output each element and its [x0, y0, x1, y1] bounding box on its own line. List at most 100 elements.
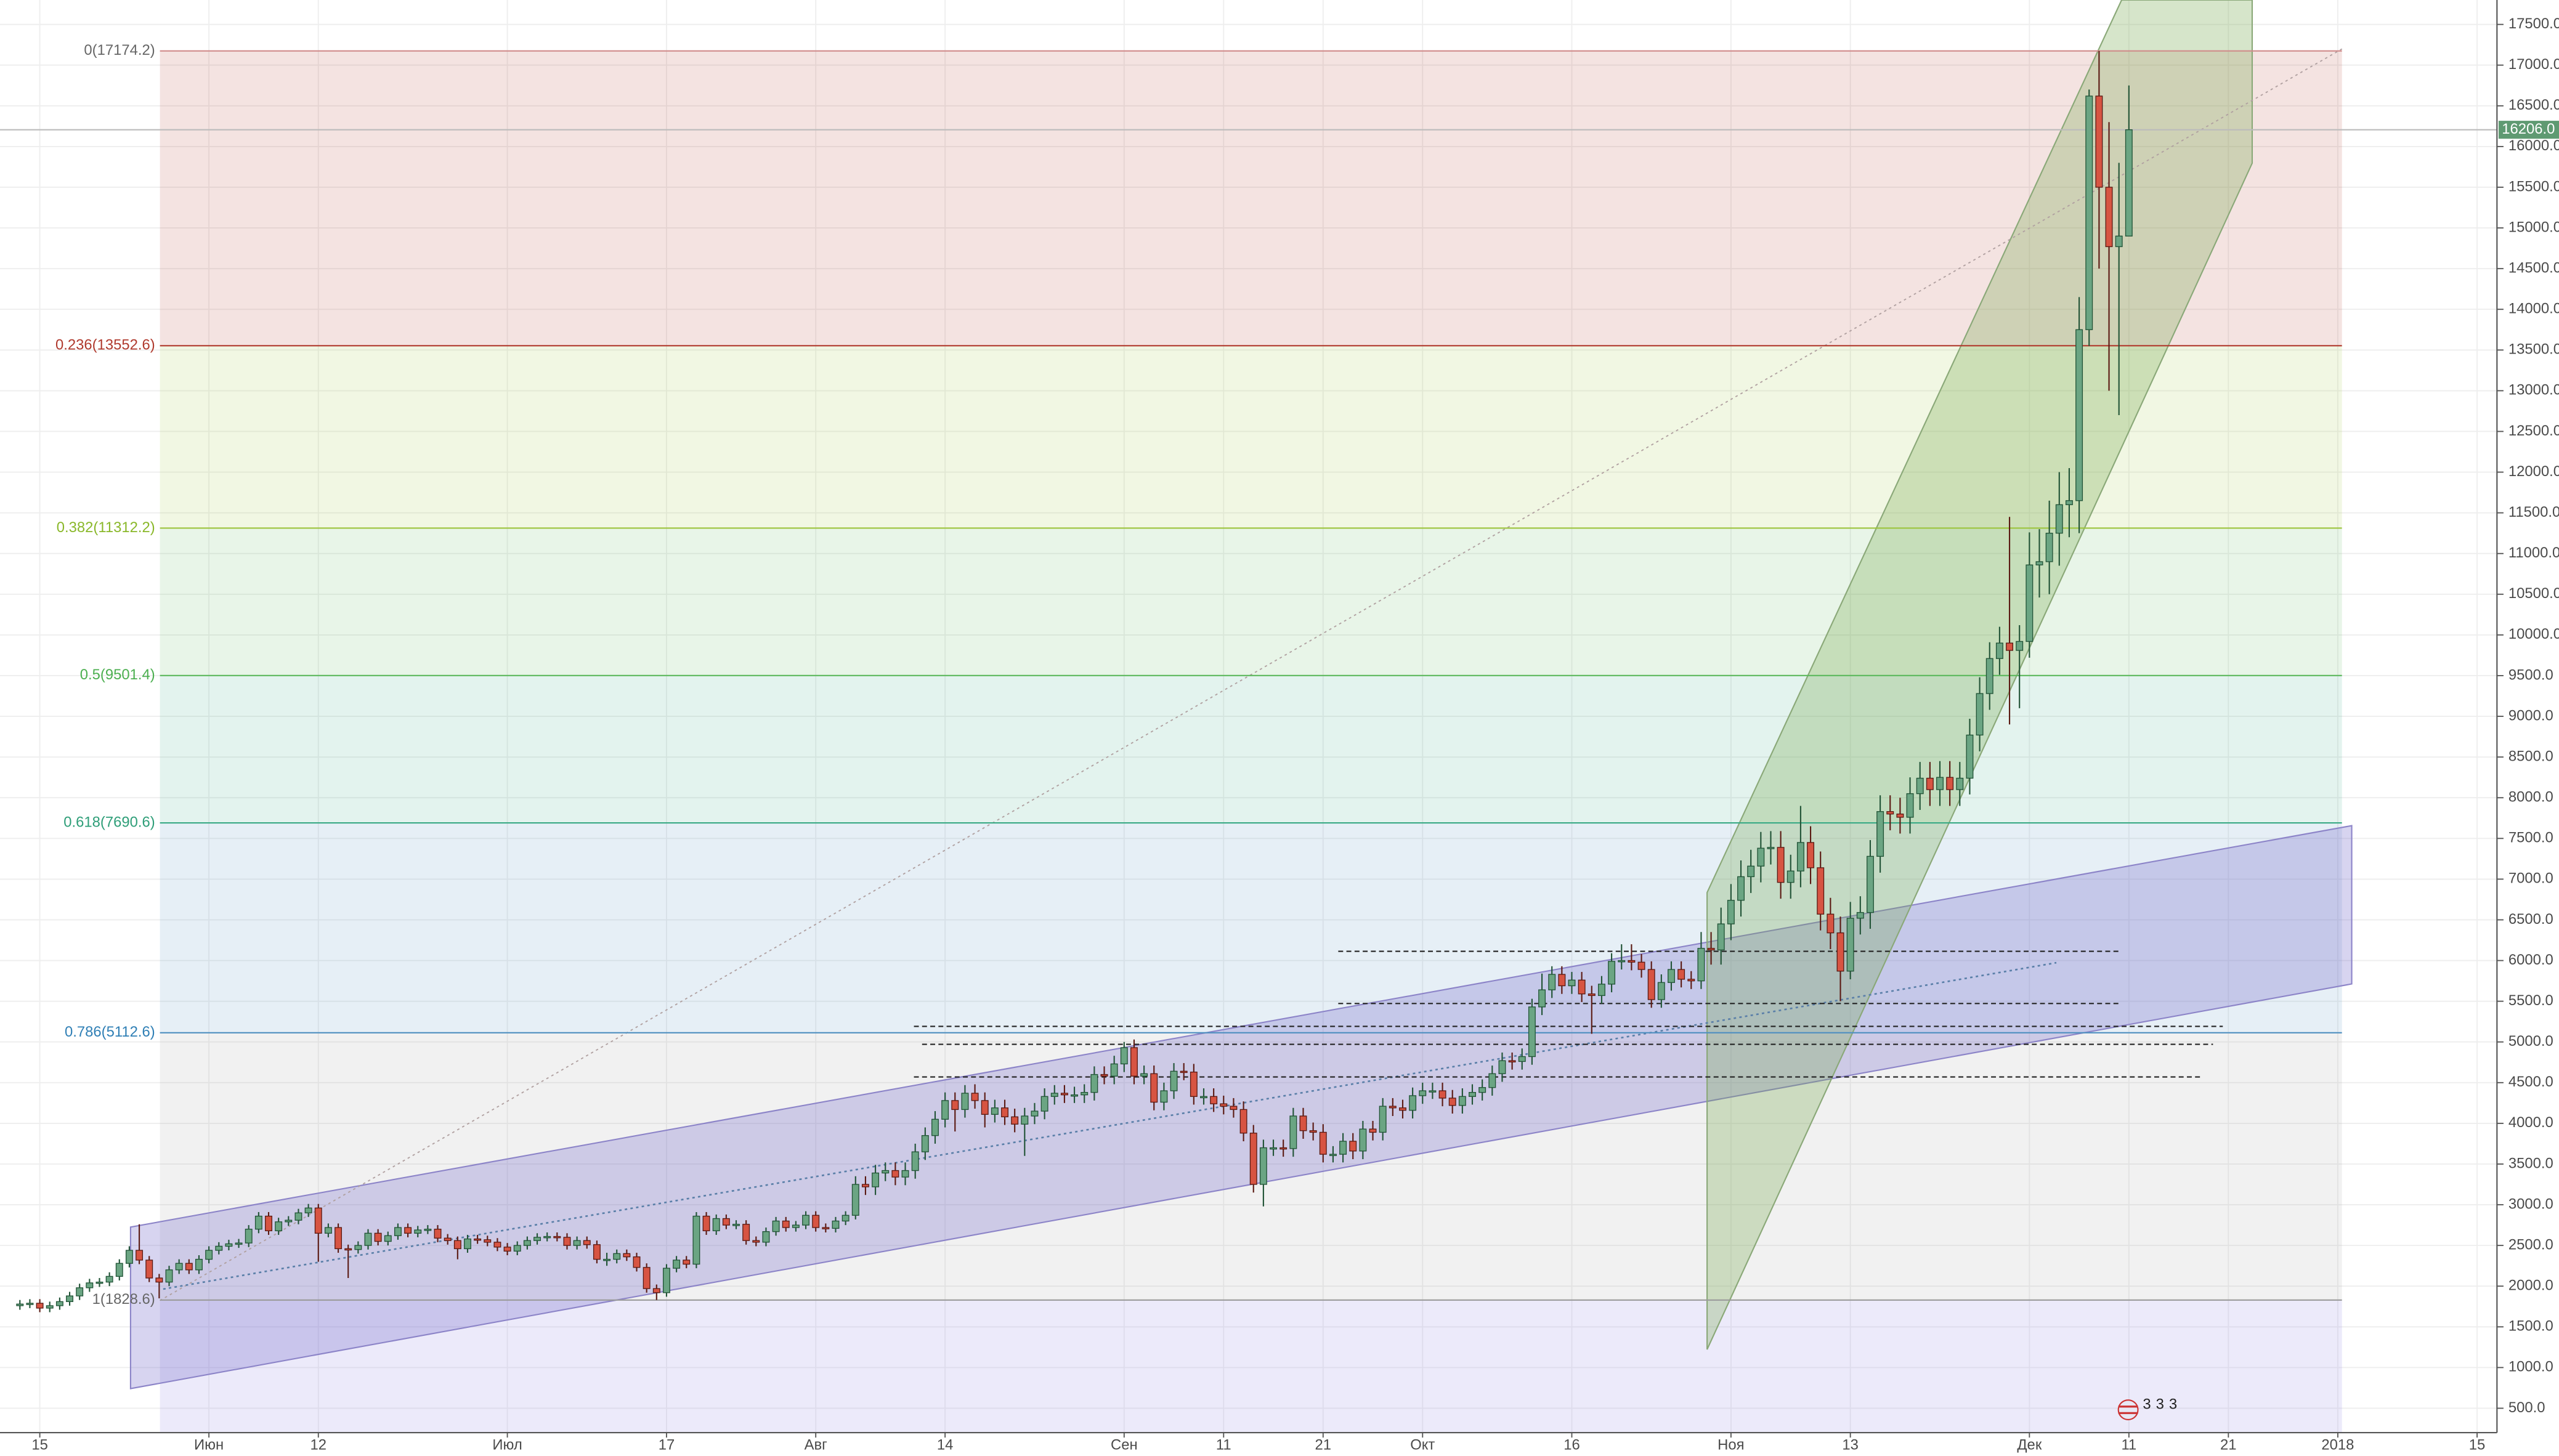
y-tick-label: 16500.0: [2508, 97, 2559, 113]
candle-body: [802, 1215, 810, 1226]
candle-body: [1647, 969, 1655, 1000]
x-tick-label: Дек: [2017, 1437, 2042, 1454]
candle-body: [304, 1207, 312, 1213]
y-tick-label: 5000.0: [2508, 1033, 2553, 1050]
candle-body: [692, 1215, 700, 1265]
candle-body: [683, 1260, 691, 1265]
candle-body: [1538, 989, 1546, 1008]
candle-body: [2026, 564, 2034, 642]
candle-body: [424, 1229, 432, 1231]
candle-body: [1657, 982, 1665, 1000]
event-flag[interactable]: [2117, 1399, 2139, 1420]
fib-label: 0.236(13552.6): [55, 337, 155, 354]
candle-body: [2055, 504, 2063, 534]
growth-channel: [1706, 0, 2253, 1350]
candle-body: [324, 1227, 332, 1234]
y-tick-label: 2500.0: [2508, 1236, 2553, 1253]
candle-body: [573, 1240, 581, 1246]
y-tick-label: 9000.0: [2508, 707, 2553, 724]
candle-body: [1597, 984, 1605, 997]
candle-body: [882, 1170, 890, 1174]
candle-body: [1021, 1115, 1029, 1125]
candle-body: [901, 1170, 909, 1178]
y-tick-label: 7500.0: [2508, 830, 2553, 846]
candle-body: [1429, 1090, 1437, 1093]
candle-body: [851, 1184, 859, 1216]
candle-body: [1299, 1115, 1307, 1131]
candle-body: [2045, 533, 2053, 562]
candle-body: [1130, 1047, 1138, 1077]
candle-body: [1916, 777, 1924, 795]
fib-label: 0.382(11312.2): [57, 519, 155, 536]
candle-body: [1697, 948, 1705, 982]
candle-body: [872, 1172, 880, 1187]
candle-body: [812, 1215, 820, 1228]
candle-body: [66, 1295, 74, 1302]
candle-body: [344, 1248, 352, 1251]
candle-body: [911, 1151, 919, 1171]
candle-body: [1419, 1090, 1427, 1096]
candle-body: [2016, 641, 2024, 651]
event-count: 3: [2143, 1396, 2151, 1412]
y-tick-label: 4000.0: [2508, 1114, 2553, 1131]
candle-body: [294, 1212, 302, 1221]
candle-body: [136, 1250, 144, 1261]
candle-body: [2075, 329, 2083, 501]
candle-body: [782, 1220, 790, 1228]
candle-body: [1817, 867, 1825, 915]
candle-body: [2035, 561, 2043, 565]
x-tick-label: 11: [1216, 1437, 1231, 1454]
candle-body: [265, 1215, 272, 1232]
candle-body: [484, 1239, 492, 1243]
x-tick-label: 12: [310, 1437, 327, 1454]
candle-body: [1707, 948, 1715, 951]
y-tick-label: 3500.0: [2508, 1155, 2553, 1171]
candle-body: [1249, 1133, 1257, 1185]
x-tick-label: Июл: [492, 1437, 522, 1454]
candle-body: [1498, 1060, 1506, 1074]
candle-body: [254, 1215, 262, 1230]
candle-body: [1060, 1093, 1068, 1096]
candle-body: [1946, 777, 1954, 790]
candle-body: [523, 1240, 531, 1246]
candle-body: [1886, 811, 1894, 815]
candle-body: [474, 1238, 482, 1241]
candle-body: [1458, 1096, 1466, 1106]
y-tick-label: 14000.0: [2508, 301, 2559, 317]
candle-body: [1558, 974, 1566, 987]
candle-body: [16, 1303, 24, 1306]
candle-body: [961, 1093, 969, 1110]
fib-levels: 0(17174.2) 0.236(13552.6) 0.382(11312.2) 0.…: [0, 42, 2497, 1308]
candle-body: [1807, 842, 1815, 868]
candle-body: [1518, 1056, 1526, 1062]
x-tick-label: Ноя: [1717, 1437, 1744, 1454]
time-axis: [0, 1433, 2559, 1456]
x-tick-label: 2018: [2321, 1437, 2354, 1454]
y-tick-label: 6000.0: [2508, 952, 2553, 968]
fib-zone: [160, 346, 2342, 528]
candle-body: [205, 1250, 213, 1260]
candle-body: [1160, 1090, 1168, 1103]
event-count: 3: [2169, 1396, 2177, 1412]
candle-body: [1359, 1128, 1367, 1152]
candle-body: [1349, 1141, 1357, 1152]
x-tick-label: 15: [31, 1437, 48, 1454]
candle-body: [1031, 1110, 1039, 1117]
candle-body: [394, 1227, 402, 1236]
x-tick-label: 16: [1563, 1437, 1580, 1454]
candle-body: [1528, 1006, 1536, 1058]
candle-body: [1985, 658, 1993, 694]
event-count: 3: [2156, 1396, 2164, 1412]
candle-body: [95, 1281, 103, 1284]
candle-body: [1190, 1071, 1198, 1097]
y-tick-label: 7000.0: [2508, 870, 2553, 887]
candle-body: [1050, 1093, 1058, 1097]
y-tick-label: 11500.0: [2508, 504, 2559, 520]
candle-body: [235, 1242, 243, 1245]
candle-body: [1409, 1095, 1417, 1111]
y-tick-label: 1500.0: [2508, 1318, 2553, 1335]
y-tick-label: 500.0: [2508, 1399, 2545, 1416]
